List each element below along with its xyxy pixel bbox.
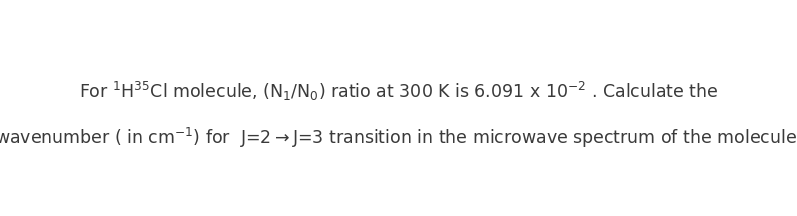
Text: For ${}^{1}\mathrm{H}^{35}\mathrm{Cl}$ molecule, $(\mathrm{N_1/N_0})$ ratio at 3: For ${}^{1}\mathrm{H}^{35}\mathrm{Cl}$ m… xyxy=(79,80,718,103)
Text: wavenumber ( in cm$^{-1}$) for  J=2$\rightarrow$J=3 transition in the microwave : wavenumber ( in cm$^{-1}$) for J=2$\righ… xyxy=(0,126,797,150)
